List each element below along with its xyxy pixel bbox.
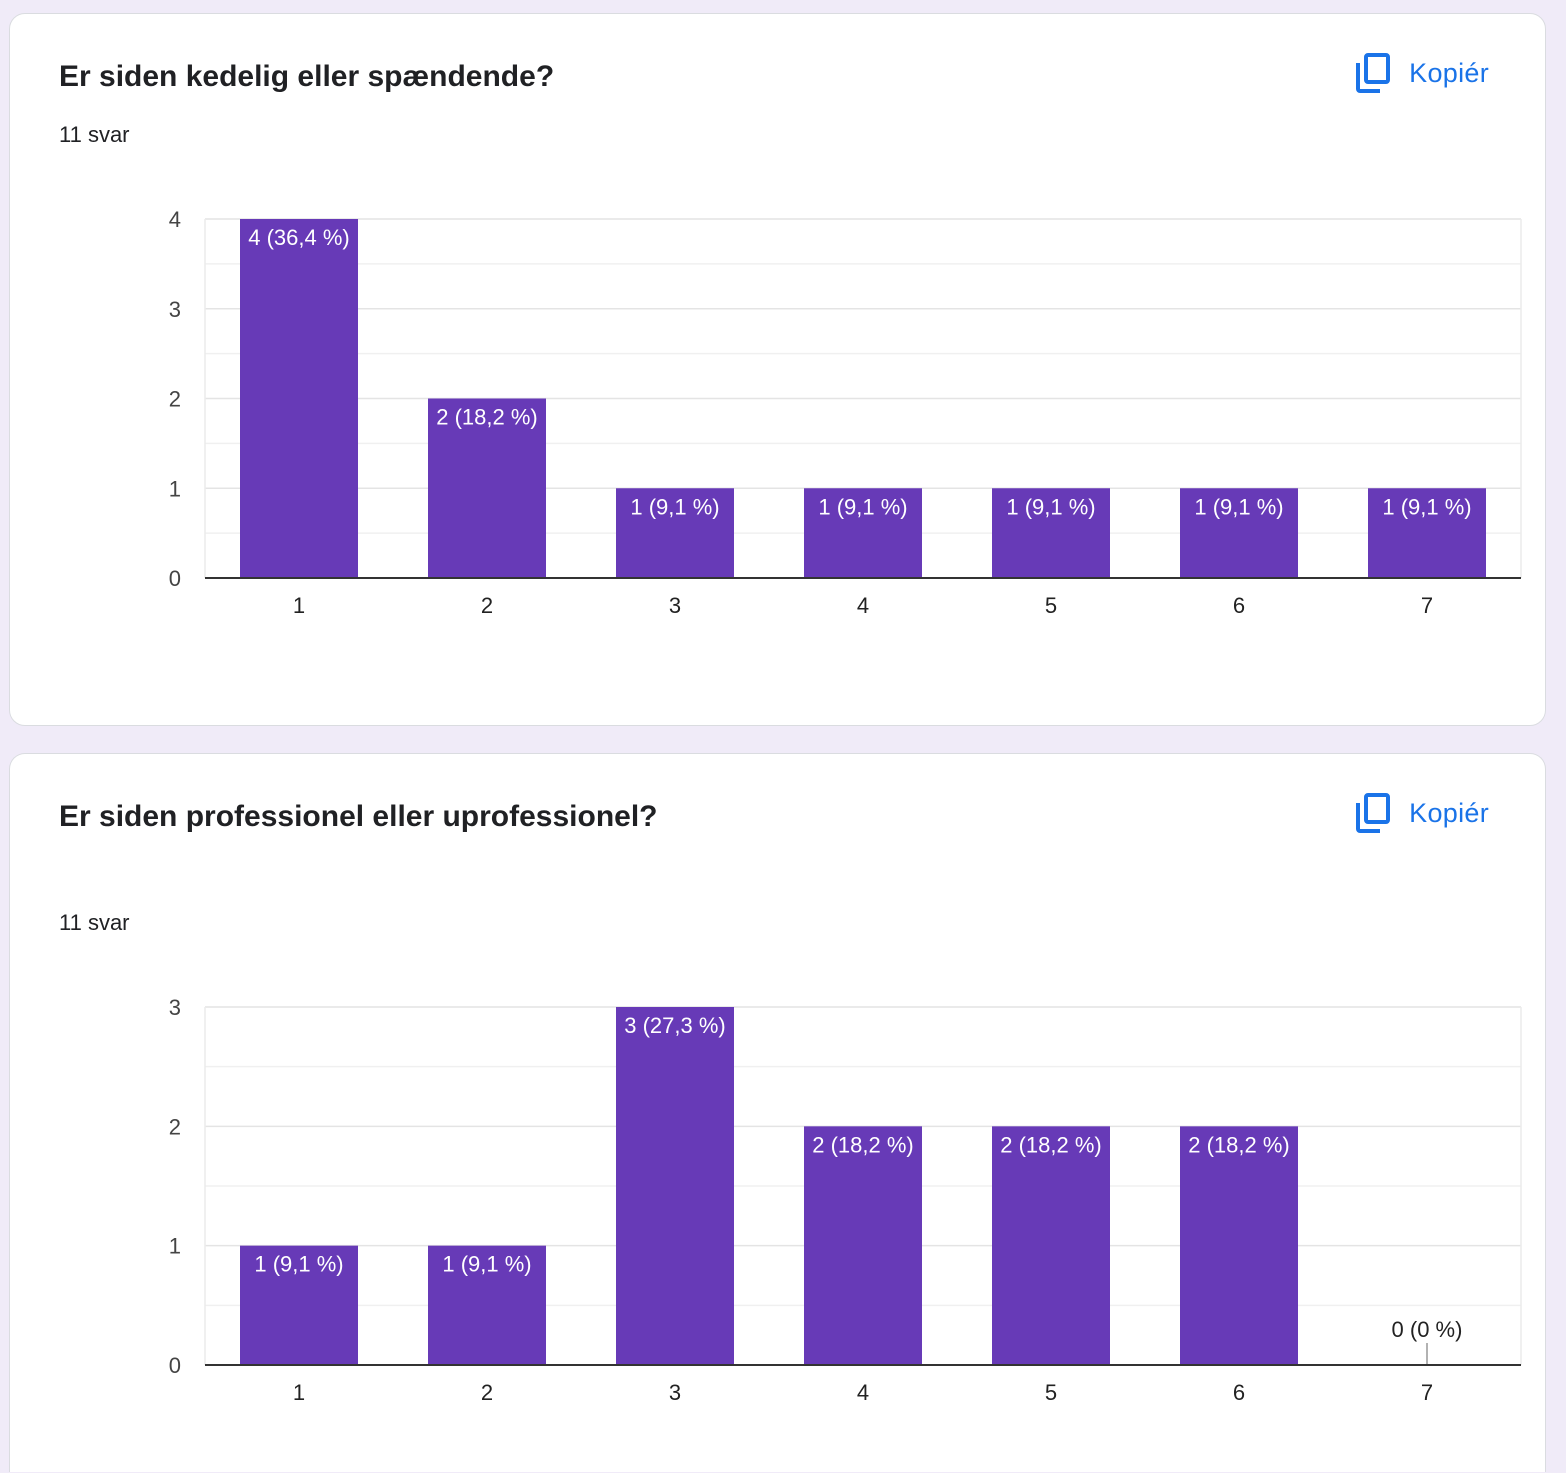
data-label: 1 (9,1 %) bbox=[1194, 494, 1283, 519]
y-tick-label: 0 bbox=[169, 566, 181, 591]
bar bbox=[240, 219, 358, 578]
copy-label: Kopiér bbox=[1409, 797, 1489, 828]
bar bbox=[616, 488, 734, 578]
question-title: Er siden professionel eller uprofessione… bbox=[59, 800, 658, 833]
x-tick-label: 3 bbox=[669, 1380, 681, 1405]
x-tick-label: 5 bbox=[1045, 593, 1057, 618]
data-label: 2 (18,2 %) bbox=[1000, 1132, 1102, 1157]
data-label: 3 (27,3 %) bbox=[624, 1013, 726, 1038]
response-count: 11 svar bbox=[59, 910, 130, 935]
x-tick-label: 4 bbox=[857, 593, 869, 618]
question-card-2: Er siden professionel eller uprofessione… bbox=[9, 753, 1546, 1472]
x-tick-label: 7 bbox=[1421, 1380, 1433, 1405]
y-tick-label: 3 bbox=[169, 297, 181, 322]
bar bbox=[1180, 1126, 1298, 1365]
y-tick-label: 3 bbox=[169, 995, 181, 1020]
bar bbox=[240, 1245, 358, 1365]
bar bbox=[804, 488, 922, 578]
data-label: 1 (9,1 %) bbox=[442, 1252, 531, 1277]
x-tick-label: 1 bbox=[293, 593, 305, 618]
data-label: 1 (9,1 %) bbox=[1006, 494, 1095, 519]
data-label: 2 (18,2 %) bbox=[436, 405, 538, 430]
copy-chart-button[interactable]: Kopiér bbox=[1355, 52, 1489, 94]
bar bbox=[992, 1126, 1110, 1365]
x-tick-label: 2 bbox=[481, 1380, 493, 1405]
x-tick-label: 1 bbox=[293, 1380, 305, 1405]
question-card-1: Er siden kedelig eller spændende? 11 sva… bbox=[9, 13, 1546, 726]
copy-label: Kopiér bbox=[1409, 57, 1489, 88]
x-tick-label: 2 bbox=[481, 593, 493, 618]
data-label: 1 (9,1 %) bbox=[1382, 494, 1471, 519]
x-tick-label: 5 bbox=[1045, 1380, 1057, 1405]
x-tick-label: 6 bbox=[1233, 593, 1245, 618]
x-tick-label: 4 bbox=[857, 1380, 869, 1405]
data-label: 2 (18,2 %) bbox=[1188, 1132, 1290, 1157]
data-label: 1 (9,1 %) bbox=[818, 494, 907, 519]
data-label: 0 (0 %) bbox=[1392, 1317, 1463, 1342]
bar bbox=[1180, 488, 1298, 578]
copy-icon bbox=[1355, 52, 1391, 94]
data-label: 1 (9,1 %) bbox=[630, 494, 719, 519]
response-count: 11 svar bbox=[59, 122, 130, 147]
bar-chart: 0 1 2 3 1 (9,1 %) 1 1 (9,1 %) 2 3 (27,3 %) 3 2 (18… bbox=[169, 995, 1522, 1405]
x-tick-label: 6 bbox=[1233, 1380, 1245, 1405]
question-title: Er siden kedelig eller spændende? bbox=[59, 60, 555, 93]
y-tick-label: 2 bbox=[169, 387, 181, 412]
bar bbox=[428, 398, 546, 578]
copy-chart-button[interactable]: Kopiér bbox=[1355, 792, 1489, 834]
bar bbox=[1368, 488, 1486, 578]
data-label: 1 (9,1 %) bbox=[254, 1252, 343, 1277]
y-tick-label: 1 bbox=[169, 1234, 181, 1259]
copy-icon bbox=[1355, 792, 1391, 834]
bar bbox=[428, 1245, 546, 1365]
data-label: 2 (18,2 %) bbox=[812, 1132, 914, 1157]
y-tick-label: 2 bbox=[169, 1114, 181, 1139]
y-tick-label: 0 bbox=[169, 1353, 181, 1378]
bar bbox=[616, 1007, 734, 1365]
y-tick-label: 4 bbox=[169, 207, 181, 232]
bar-chart: 0 1 2 3 4 4 (36,4 %) 1 2 (18,2 %) 2 1 (9,1 %) 3 1 (… bbox=[169, 207, 1522, 618]
y-tick-label: 1 bbox=[169, 476, 181, 501]
x-tick-label: 7 bbox=[1421, 593, 1433, 618]
data-label: 4 (36,4 %) bbox=[248, 225, 350, 250]
bar bbox=[804, 1126, 922, 1365]
bar bbox=[992, 488, 1110, 578]
x-tick-label: 3 bbox=[669, 593, 681, 618]
